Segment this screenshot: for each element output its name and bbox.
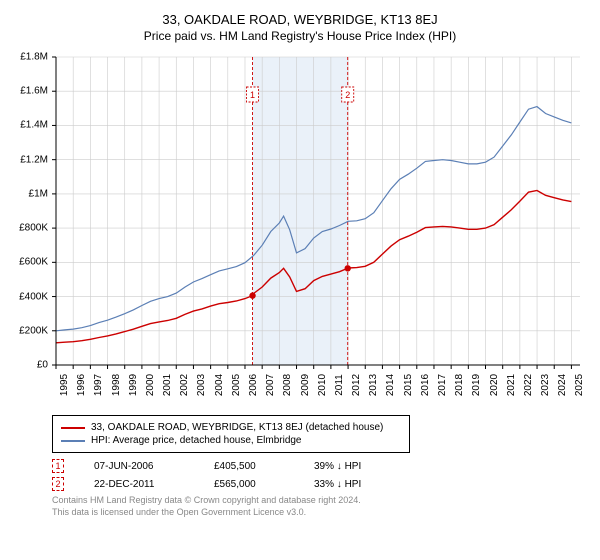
y-tick-label: £1.8M [20,52,48,63]
x-tick-label: 2023 [540,374,551,396]
sale-price: £405,500 [214,461,284,472]
y-tick-label: £1M [29,188,48,199]
x-tick-label: 2025 [574,374,585,396]
chart-subtitle: Price paid vs. HM Land Registry's House … [12,29,588,43]
x-tick-label: 1997 [93,374,104,396]
sale-marker: 1 [52,459,64,473]
x-tick-label: 1999 [128,374,139,396]
y-tick-label: £1.6M [20,86,48,97]
x-tick-label: 2017 [437,374,448,396]
legend-row: HPI: Average price, detached house, Elmb… [61,435,401,446]
legend-label: 33, OAKDALE ROAD, WEYBRIDGE, KT13 8EJ (d… [91,422,383,433]
y-tick-label: £800K [19,223,48,234]
sale-price: £565,000 [214,479,284,490]
x-tick-label: 2004 [214,374,225,396]
footer-line2: This data is licensed under the Open Gov… [52,507,588,519]
x-tick-label: 2010 [317,374,328,396]
x-tick-label: 2012 [351,374,362,396]
chart-container: 33, OAKDALE ROAD, WEYBRIDGE, KT13 8EJ Pr… [0,0,600,526]
legend: 33, OAKDALE ROAD, WEYBRIDGE, KT13 8EJ (d… [52,415,410,453]
x-tick-label: 2016 [420,374,431,396]
x-tick-label: 2003 [196,374,207,396]
svg-text:2: 2 [345,90,350,100]
x-tick-label: 2007 [265,374,276,396]
y-tick-label: £400K [19,291,48,302]
x-tick-label: 2011 [334,374,345,396]
x-tick-label: 2002 [179,374,190,396]
x-tick-label: 2015 [403,374,414,396]
x-tick-label: 2000 [145,374,156,396]
x-tick-label: 2024 [557,374,568,396]
x-tick-label: 2008 [282,374,293,396]
x-tick-label: 1996 [76,374,87,396]
sale-date: 22-DEC-2011 [94,479,184,490]
x-tick-label: 2019 [471,374,482,396]
x-tick-label: 2021 [506,374,517,396]
legend-swatch [61,427,85,429]
x-tick-label: 2001 [162,374,173,396]
y-tick-label: £200K [19,325,48,336]
x-tick-label: 2006 [248,374,259,396]
y-tick-label: £600K [19,257,48,268]
legend-label: HPI: Average price, detached house, Elmb… [91,435,302,446]
chart-title: 33, OAKDALE ROAD, WEYBRIDGE, KT13 8EJ [12,12,588,27]
line-chart-svg: 12 [12,49,588,409]
sale-pct-vs-hpi: 33% ↓ HPI [314,479,404,490]
sale-row: 1 07-JUN-2006 £405,500 39% ↓ HPI [52,459,588,473]
footer-attribution: Contains HM Land Registry data © Crown c… [52,495,588,518]
y-tick-label: £1.4M [20,120,48,131]
x-tick-label: 1998 [111,374,122,396]
x-tick-label: 2018 [454,374,465,396]
chart-area: 12 £0£200K£400K£600K£800K£1M£1.2M£1.4M£1… [12,49,588,409]
x-tick-label: 2013 [368,374,379,396]
legend-row: 33, OAKDALE ROAD, WEYBRIDGE, KT13 8EJ (d… [61,422,401,433]
x-tick-label: 2005 [231,374,242,396]
x-tick-label: 2020 [489,374,500,396]
sale-row: 2 22-DEC-2011 £565,000 33% ↓ HPI [52,477,588,491]
x-tick-label: 2009 [300,374,311,396]
sales-table: 1 07-JUN-2006 £405,500 39% ↓ HPI 2 22-DEC-201… [52,459,588,491]
sale-pct-vs-hpi: 39% ↓ HPI [314,461,404,472]
x-tick-label: 1995 [59,374,70,396]
svg-text:1: 1 [250,90,255,100]
sale-marker: 2 [52,477,64,491]
y-tick-label: £1.2M [20,154,48,165]
x-tick-label: 2022 [523,374,534,396]
x-tick-label: 2014 [385,374,396,396]
footer-line1: Contains HM Land Registry data © Crown c… [52,495,588,507]
legend-swatch [61,440,85,442]
sale-date: 07-JUN-2006 [94,461,184,472]
y-tick-label: £0 [37,360,48,371]
